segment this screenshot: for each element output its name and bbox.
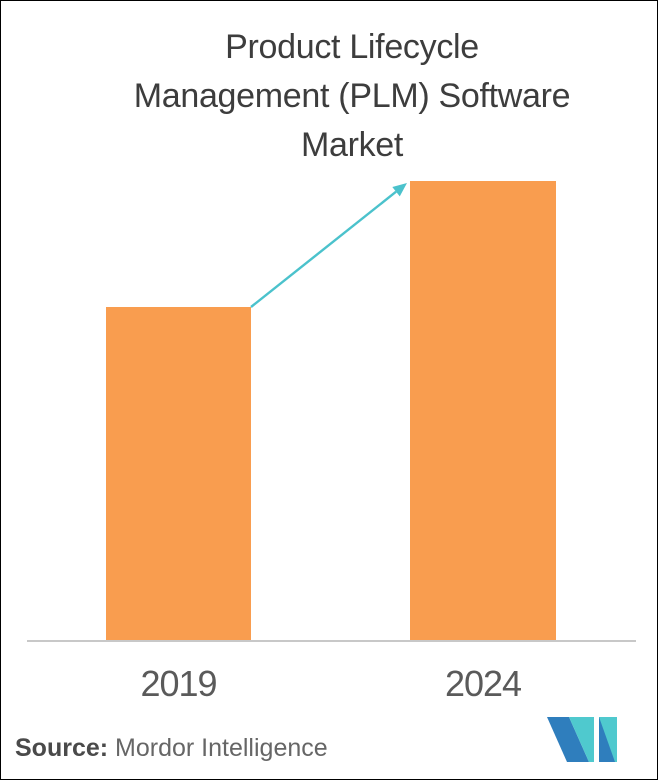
- logo-m-right-stroke: [569, 717, 594, 762]
- x-axis-line: [27, 640, 636, 642]
- source-value: Mordor Intelligence: [108, 734, 328, 762]
- growth-arrow-head-icon: [392, 183, 407, 197]
- x-axis-label-2019: 2019: [140, 663, 217, 704]
- chart-title-line-3: Market: [300, 126, 404, 164]
- x-axis-label-2024: 2024: [444, 663, 522, 704]
- logo-m-left-stroke: [547, 717, 589, 762]
- bar-2019: [106, 307, 251, 642]
- logo-i-blue-fold: [599, 717, 615, 762]
- source-label: Source:: [15, 734, 109, 762]
- mordor-intelligence-logo: [547, 717, 617, 762]
- source-attribution: Source: Mordor Intelligence: [15, 734, 328, 763]
- growth-arrow-line: [250, 190, 397, 308]
- chart-title-line-1: Product Lifecycle: [225, 28, 479, 66]
- bar-2024: [410, 181, 556, 642]
- chart-title-line-2: Management (PLM) Software: [133, 77, 571, 115]
- chart-title: Product Lifecycle Management (PLM) Softw…: [47, 23, 657, 170]
